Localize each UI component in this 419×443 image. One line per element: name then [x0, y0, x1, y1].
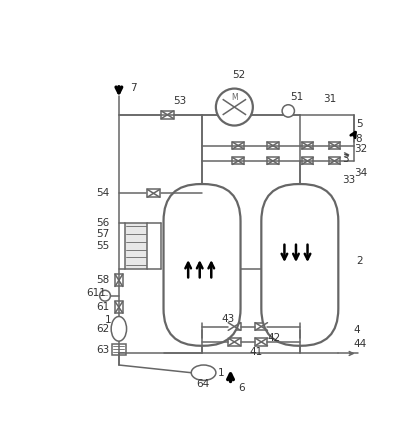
Text: M: M — [231, 93, 238, 102]
Bar — [228, 323, 241, 330]
Text: 611: 611 — [87, 288, 106, 299]
Text: 52: 52 — [232, 70, 245, 80]
Bar — [255, 323, 267, 330]
Text: 57: 57 — [96, 229, 109, 239]
Text: 54: 54 — [96, 188, 109, 198]
Text: 2: 2 — [356, 256, 363, 266]
Text: 41: 41 — [250, 347, 263, 357]
Bar — [267, 142, 279, 149]
Bar — [228, 338, 241, 346]
Bar — [115, 302, 123, 313]
Text: 31: 31 — [323, 94, 336, 105]
Text: 64: 64 — [196, 379, 209, 389]
Text: 5: 5 — [356, 119, 363, 129]
Circle shape — [100, 290, 110, 301]
Bar — [161, 111, 173, 119]
Bar — [328, 142, 340, 149]
Text: 43: 43 — [221, 314, 235, 324]
Text: 7: 7 — [130, 83, 137, 93]
Bar — [302, 142, 313, 149]
Text: 6: 6 — [238, 383, 245, 393]
Bar — [255, 338, 267, 346]
Text: 44: 44 — [354, 339, 367, 349]
Text: 3: 3 — [342, 155, 349, 164]
Text: 61: 61 — [96, 302, 109, 312]
Bar — [267, 158, 279, 164]
Text: 62: 62 — [96, 324, 109, 334]
Text: 34: 34 — [354, 167, 367, 178]
Ellipse shape — [191, 365, 216, 381]
Text: 8: 8 — [355, 134, 362, 144]
Text: 63: 63 — [96, 345, 109, 354]
Text: 4: 4 — [354, 325, 360, 335]
Text: ~: ~ — [102, 293, 108, 299]
Ellipse shape — [111, 316, 127, 341]
Text: 53: 53 — [173, 96, 186, 106]
Bar — [302, 158, 313, 164]
Bar — [125, 222, 147, 269]
Text: 33: 33 — [342, 175, 355, 185]
Bar — [147, 190, 160, 197]
Bar — [233, 142, 244, 149]
Text: 42: 42 — [267, 333, 281, 343]
Circle shape — [282, 105, 295, 117]
Text: 1: 1 — [218, 368, 225, 378]
Text: 1: 1 — [105, 315, 111, 325]
Text: 56: 56 — [96, 218, 109, 228]
Bar — [233, 158, 244, 164]
Bar — [112, 344, 126, 355]
Text: 51: 51 — [290, 92, 303, 102]
Bar — [115, 274, 123, 287]
Text: 55: 55 — [96, 241, 109, 251]
Circle shape — [216, 89, 253, 125]
FancyBboxPatch shape — [261, 184, 338, 346]
Bar — [328, 158, 340, 164]
Text: 32: 32 — [354, 144, 367, 155]
Text: 58: 58 — [96, 275, 109, 285]
FancyBboxPatch shape — [163, 184, 241, 346]
